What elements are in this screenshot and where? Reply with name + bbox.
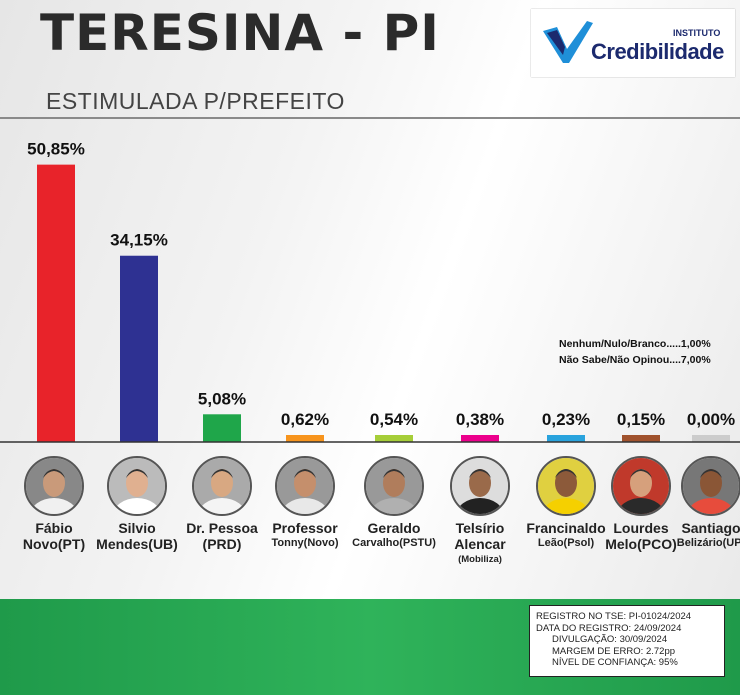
candidate-2: Silvio Mendes(UB) <box>95 456 179 552</box>
bar-6 <box>461 435 499 442</box>
data-label-7: 0,23% <box>542 410 590 429</box>
logo-small-text: INSTITUTO <box>673 28 721 38</box>
candidate-party: (PRD) <box>202 536 242 552</box>
avatar <box>275 456 335 516</box>
registry-number: REGISTRO NO TSE: PI-01024/2024 <box>536 611 692 622</box>
bar-1 <box>37 164 75 443</box>
data-label-8: 0,15% <box>617 410 665 429</box>
candidate-name: Silvio <box>118 520 156 536</box>
bar-2 <box>120 255 158 442</box>
avatar <box>681 456 740 516</box>
data-label-3: 5,08% <box>198 389 246 408</box>
candidate-7: Francinaldo Leão(Psol) <box>524 456 608 549</box>
data-label-5: 0,54% <box>370 410 418 429</box>
avatar <box>192 456 252 516</box>
header-divider <box>0 117 740 119</box>
candidate-party: Novo(PT) <box>22 536 86 552</box>
candidate-name: Geraldo <box>367 520 421 536</box>
avatar <box>536 456 596 516</box>
side-notes: Nenhum/Nulo/Branco.....1,00% Não Sabe/Nã… <box>559 336 711 368</box>
candidate-party: Tonny(Novo) <box>271 537 339 549</box>
margin-of-error: MARGEM DE ERRO: 2.72pp <box>552 645 676 657</box>
person-icon <box>277 458 333 514</box>
note-nao-sabe: Não Sabe/Não Opinou....7,00% <box>559 354 711 366</box>
note-nenhum-nulo-branco: Nenhum/Nulo/Branco.....1,00% <box>559 338 711 350</box>
candidate-6: Telsírio Alencar (Mobiliza) <box>438 456 522 565</box>
logo-brand-text: Credibilidade <box>591 39 724 64</box>
chart-subtitle: ESTIMULADA P/PREFEITO <box>46 88 345 114</box>
avatar <box>107 456 167 516</box>
page-title: TERESINA - PI <box>40 4 440 62</box>
candidate-3: Dr. Pessoa (PRD) <box>180 456 264 552</box>
candidate-name: Fábio <box>35 520 73 536</box>
bar-7 <box>547 435 585 442</box>
avatar <box>611 456 671 516</box>
person-icon <box>613 458 669 514</box>
candidate-4: Professor Tonny(Novo) <box>263 456 347 549</box>
data-label-9: 0,00% <box>687 410 735 429</box>
person-icon <box>109 458 165 514</box>
disclosure-date: DIVULGAÇÃO: 30/09/2024 <box>552 634 668 645</box>
candidate-8: Lourdes Melo(PCO) <box>599 456 683 552</box>
candidate-party: Melo(PCO) <box>605 536 677 552</box>
candidate-party: Leão(Psol) <box>537 537 595 549</box>
person-icon <box>26 458 82 514</box>
candidate-party: Carvalho(PSTU) <box>352 537 436 549</box>
data-label-2: 34,15% <box>110 231 168 250</box>
candidate-party: Mendes(UB) <box>96 536 178 552</box>
registry-box: REGISTRO NO TSE: PI-01024/2024 DATA DO R… <box>529 605 725 677</box>
data-label-6: 0,38% <box>456 410 504 429</box>
candidate-name: Professor <box>272 520 338 536</box>
person-icon <box>452 458 508 514</box>
bar-5 <box>375 435 413 442</box>
bar-3 <box>203 414 241 442</box>
avatar <box>24 456 84 516</box>
candidate-name: Santiago <box>681 520 740 536</box>
candidate-party: Belizário(UP) <box>676 537 740 549</box>
person-icon <box>194 458 250 514</box>
confidence-level: NÍVEL DE CONFIANÇA: 95% <box>552 657 678 668</box>
candidate-name: Dr. Pessoa <box>186 520 258 536</box>
person-icon <box>683 458 739 514</box>
bar-4 <box>286 435 324 442</box>
checkmark-logo-icon <box>543 21 593 63</box>
candidate-party: Alencar <box>454 536 506 552</box>
bar-8 <box>622 435 660 442</box>
person-icon <box>538 458 594 514</box>
candidate-name: Telsírio <box>455 520 505 536</box>
bar-9 <box>692 435 730 442</box>
avatar <box>450 456 510 516</box>
candidate-party-extra: (Mobiliza) <box>458 554 502 565</box>
institute-logo: INSTITUTO Credibilidade <box>531 9 735 77</box>
candidate-name: Francinaldo <box>526 520 606 536</box>
bar-chart: 50,85% 34,15% 5,08% 0,62% 0,54% 0,38% 0,23% 0,1… <box>0 140 740 443</box>
person-icon <box>366 458 422 514</box>
candidate-5: Geraldo Carvalho(PSTU) <box>352 456 436 549</box>
candidate-1: Fábio Novo(PT) <box>12 456 96 552</box>
avatar <box>364 456 424 516</box>
data-label-4: 0,62% <box>281 410 329 429</box>
registry-date: DATA DO REGISTRO: 24/09/2024 <box>536 622 682 634</box>
candidate-name: Lourdes <box>613 520 669 536</box>
data-label-1: 50,85% <box>27 140 85 159</box>
candidate-9: Santiago Belizário(UP) <box>669 456 740 549</box>
